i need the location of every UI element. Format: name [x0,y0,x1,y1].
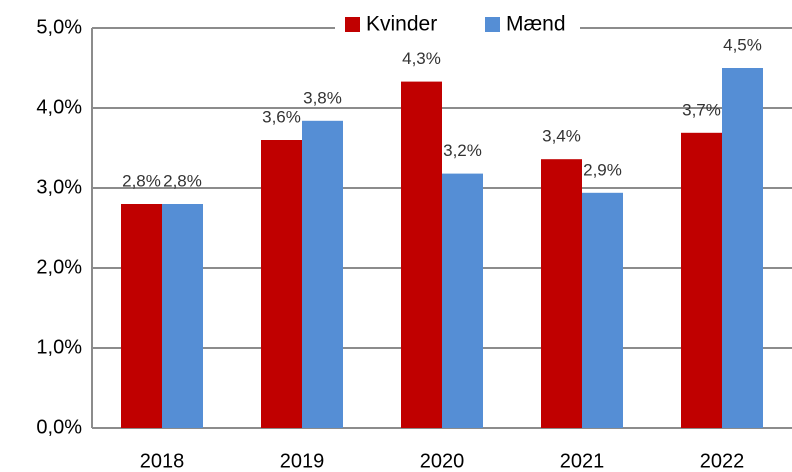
legend-swatch [485,17,500,32]
legend-swatch [345,17,360,32]
bar [401,81,442,428]
data-label: 2,9% [583,160,622,179]
bar [302,120,343,429]
bar [442,173,483,428]
bar [582,192,623,428]
y-tick-label: 5,0% [36,16,82,38]
bar [162,204,203,428]
bar [722,68,763,428]
legend-label: Kvinder [366,13,437,36]
data-label: 4,3% [402,49,441,68]
y-tick-label: 1,0% [36,336,82,358]
data-label: 3,6% [262,107,301,126]
x-tick-label: 2019 [280,450,325,472]
x-tick-label: 2020 [420,450,465,472]
x-tick-label: 2021 [560,450,605,472]
data-label: 3,8% [303,88,342,107]
bar [681,132,722,429]
y-tick-label: 0,0% [36,416,82,438]
bar [121,204,162,428]
legend-label: Mænd [506,13,566,36]
y-tick-label: 2,0% [36,256,82,278]
bar [261,140,302,428]
data-label: 3,4% [542,127,581,146]
data-label: 3,7% [682,100,721,119]
legend-bg [335,10,580,42]
data-label: 2,8% [122,171,161,190]
y-tick-label: 3,0% [36,176,82,198]
data-label: 4,5% [723,35,762,54]
data-label: 3,2% [443,141,482,160]
bar [541,159,582,428]
y-tick-label: 4,0% [36,96,82,118]
x-tick-label: 2022 [700,450,745,472]
x-tick-label: 2018 [140,450,185,472]
data-label: 2,8% [163,171,202,190]
